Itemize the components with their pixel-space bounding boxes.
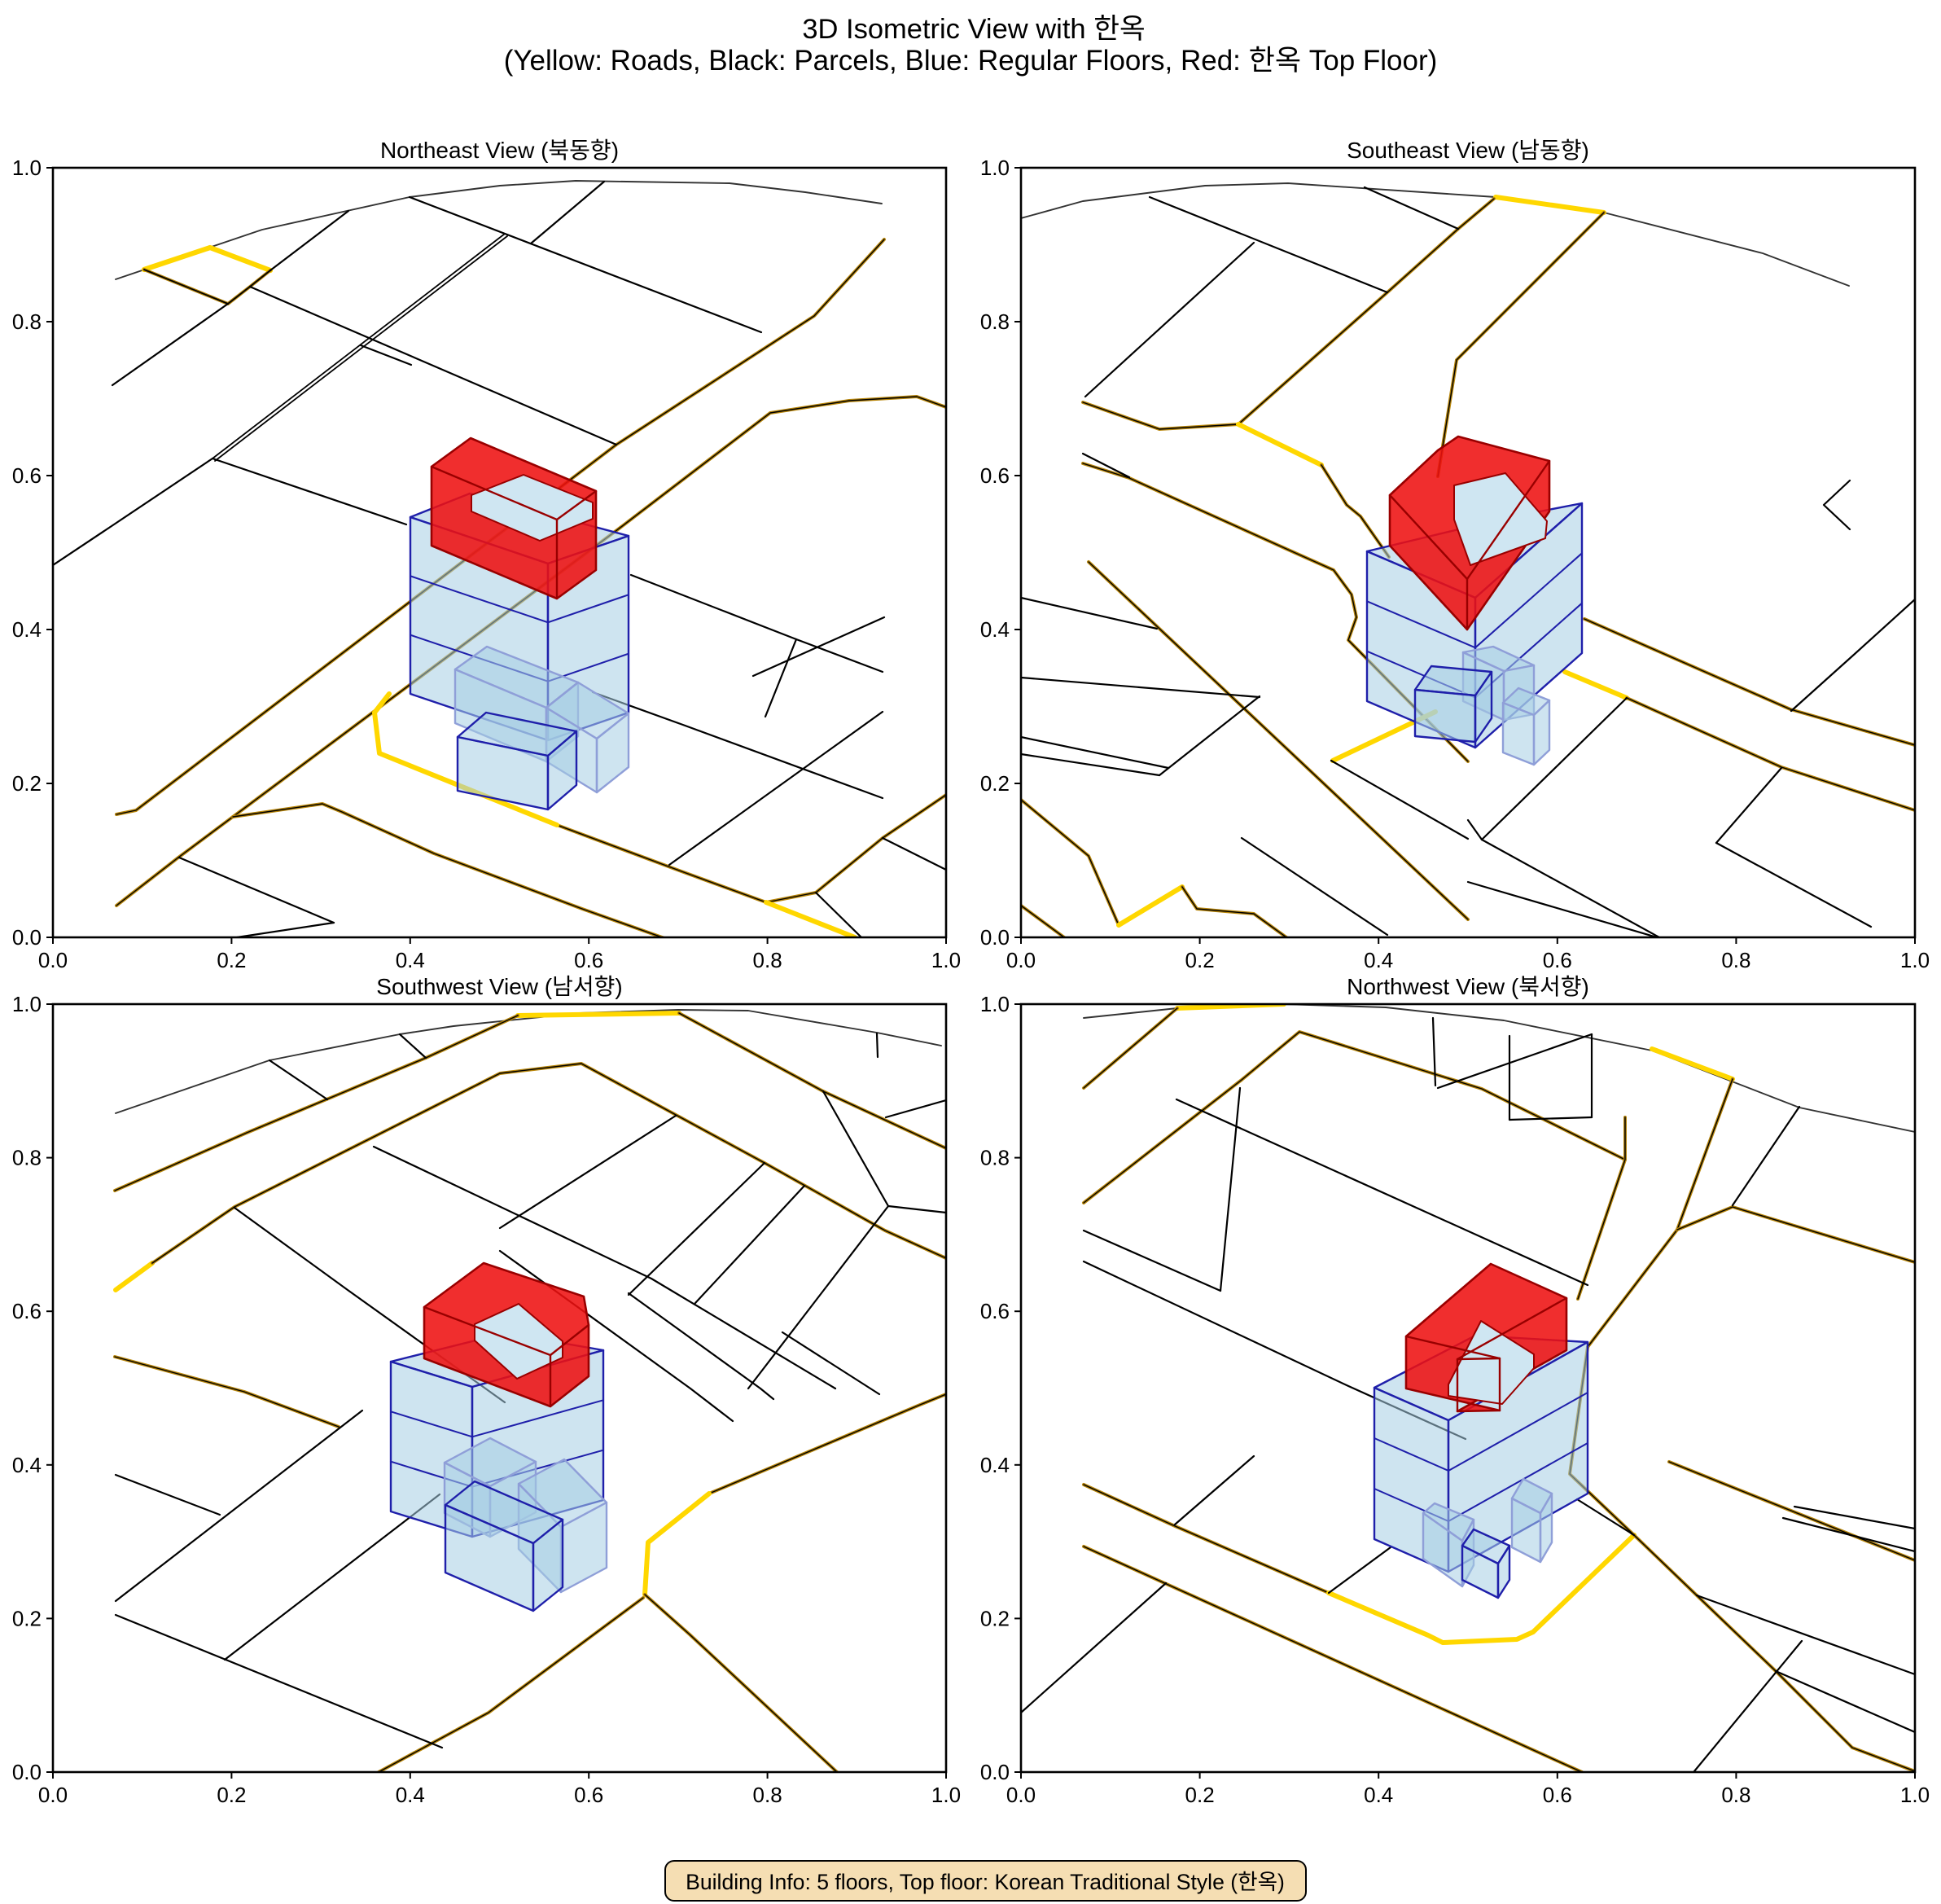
svg-text:0.8: 0.8 [753,1783,782,1807]
svg-text:0.6: 0.6 [12,1299,42,1323]
svg-text:0.2: 0.2 [1185,1783,1215,1807]
svg-text:0.8: 0.8 [980,1146,1010,1170]
svg-text:0.6: 0.6 [1543,1783,1572,1807]
svg-text:0.2: 0.2 [980,1606,1010,1630]
svg-text:1.0: 1.0 [12,156,42,180]
svg-text:1.0: 1.0 [1900,1783,1930,1807]
svg-text:0.8: 0.8 [1721,1783,1750,1807]
svg-text:0.4: 0.4 [12,1453,42,1477]
svg-text:0.4: 0.4 [980,617,1010,642]
svg-text:0.4: 0.4 [980,1453,1010,1477]
svg-text:Building Info: 5 floors, Top f: Building Info: 5 floors, Top floor: Kore… [686,1870,1285,1894]
svg-text:0.0: 0.0 [980,1760,1010,1784]
svg-text:0.0: 0.0 [12,925,42,950]
svg-text:0.4: 0.4 [1364,948,1393,972]
svg-text:0.2: 0.2 [12,1606,42,1630]
svg-text:1.0: 1.0 [980,992,1010,1016]
svg-text:0.8: 0.8 [12,309,42,334]
svg-text:0.8: 0.8 [1721,948,1750,972]
svg-text:0.6: 0.6 [12,463,42,488]
svg-text:0.2: 0.2 [12,771,42,796]
svg-text:0.6: 0.6 [574,948,603,972]
svg-text:3D Isometric View with 한옥: 3D Isometric View with 한옥 [802,14,1145,45]
svg-text:Northeast View (북동향): Northeast View (북동향) [380,138,619,163]
svg-text:Southeast View (남동향): Southeast View (남동향) [1347,138,1589,163]
svg-text:0.2: 0.2 [1185,948,1215,972]
svg-text:0.0: 0.0 [1006,1783,1036,1807]
svg-text:0.6: 0.6 [980,463,1010,488]
svg-text:1.0: 1.0 [12,992,42,1016]
svg-text:0.4: 0.4 [12,617,42,642]
svg-text:0.6: 0.6 [574,1783,603,1807]
svg-text:1.0: 1.0 [931,948,961,972]
svg-text:0.6: 0.6 [980,1299,1010,1323]
svg-text:(Yellow: Roads, Black: Parcels: (Yellow: Roads, Black: Parcels, Blue: Re… [504,45,1438,77]
svg-text:0.0: 0.0 [38,948,68,972]
svg-text:0.2: 0.2 [217,1783,246,1807]
svg-text:0.4: 0.4 [396,948,425,972]
svg-text:0.0: 0.0 [1006,948,1036,972]
svg-text:0.8: 0.8 [753,948,782,972]
svg-text:0.0: 0.0 [980,925,1010,950]
svg-text:Southwest View (남서향): Southwest View (남서향) [376,974,622,999]
svg-text:1.0: 1.0 [931,1783,961,1807]
svg-text:0.0: 0.0 [38,1783,68,1807]
svg-text:0.4: 0.4 [1364,1783,1393,1807]
svg-text:0.6: 0.6 [1543,948,1572,972]
svg-text:1.0: 1.0 [1900,948,1930,972]
svg-text:0.8: 0.8 [980,309,1010,334]
svg-text:0.4: 0.4 [396,1783,425,1807]
svg-text:Northwest View (북서향): Northwest View (북서향) [1347,974,1589,999]
svg-text:0.2: 0.2 [217,948,246,972]
svg-text:0.0: 0.0 [12,1760,42,1784]
svg-text:1.0: 1.0 [980,156,1010,180]
svg-text:0.8: 0.8 [12,1146,42,1170]
svg-text:0.2: 0.2 [980,771,1010,796]
